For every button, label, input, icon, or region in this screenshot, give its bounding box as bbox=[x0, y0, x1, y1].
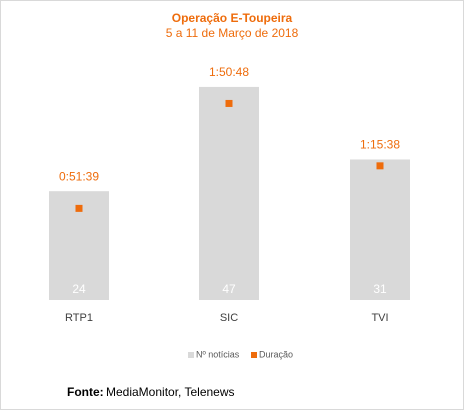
x-tick-label: SIC bbox=[220, 312, 238, 324]
chart-title: Operação E-Toupeira bbox=[172, 11, 293, 25]
duration-label: 1:15:38 bbox=[360, 138, 400, 152]
bar-value-label: 47 bbox=[222, 282, 236, 296]
chart-subtitle: 5 a 11 de Março de 2018 bbox=[166, 26, 299, 40]
duration-marker bbox=[75, 204, 83, 212]
duration-marker bbox=[225, 99, 233, 107]
bar-value-label: 24 bbox=[72, 282, 86, 296]
x-tick-label: RTP1 bbox=[65, 312, 93, 324]
legend-swatch bbox=[188, 352, 194, 358]
duration-label: 0:51:39 bbox=[59, 169, 99, 183]
bar-value-label: 31 bbox=[373, 282, 387, 296]
legend-label: Nº notícias bbox=[196, 349, 240, 359]
source: MediaMonitor, Telenews bbox=[106, 385, 235, 399]
x-tick-label: TVI bbox=[371, 312, 388, 324]
duration-marker bbox=[376, 162, 384, 170]
legend-label: Duração bbox=[259, 349, 293, 359]
legend-swatch bbox=[251, 352, 257, 358]
duration-label: 1:50:48 bbox=[209, 65, 249, 79]
bar bbox=[199, 86, 259, 300]
source-label: Fonte: bbox=[67, 385, 104, 399]
bar bbox=[350, 159, 410, 300]
